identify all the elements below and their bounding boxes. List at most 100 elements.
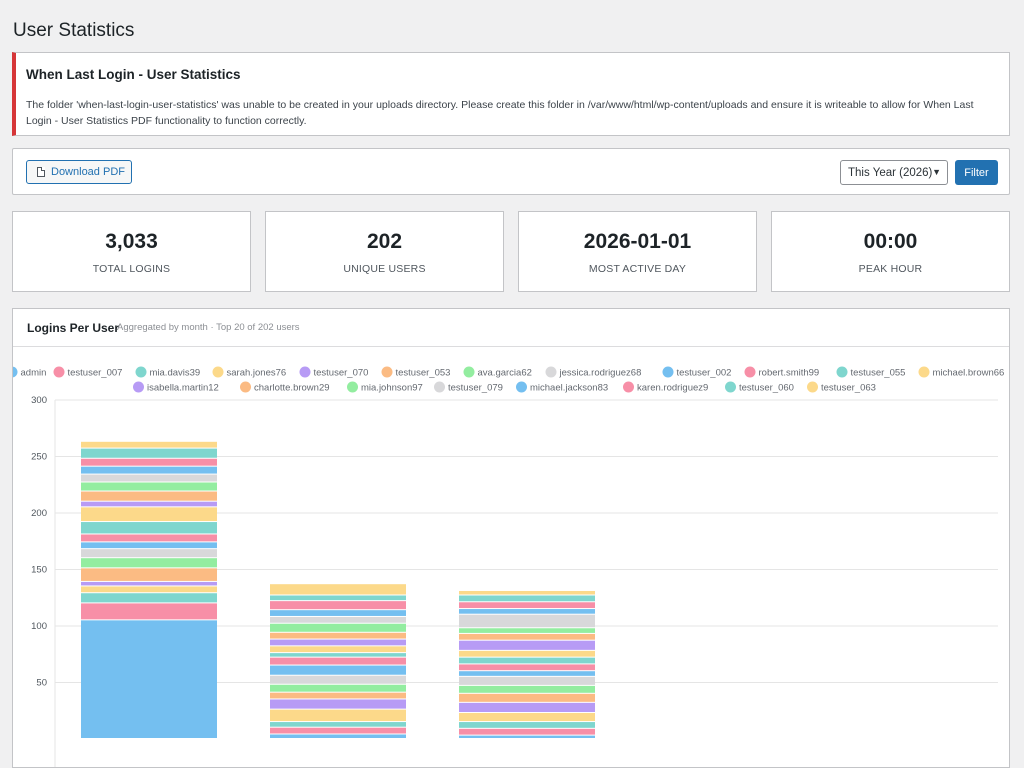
bar-segment	[81, 542, 217, 549]
filter-button[interactable]: Filter	[955, 160, 998, 185]
y-tick-label: 50	[36, 678, 47, 689]
bar-segment	[81, 441, 217, 448]
bar-segment	[459, 609, 595, 614]
legend-swatch	[135, 366, 147, 378]
legend-label: testuser_060	[739, 383, 794, 394]
bar-segment	[81, 558, 217, 568]
legend-label: admin	[21, 368, 47, 379]
legend-label: michael.jackson83	[530, 383, 608, 394]
y-tick-label: 100	[31, 621, 47, 632]
bar-segment	[270, 699, 406, 709]
stat-card-total-logins: 3,033 TOTAL LOGINS	[12, 211, 251, 292]
y-tick-label: 300	[31, 395, 47, 406]
download-pdf-button[interactable]: Download PDF	[26, 160, 132, 184]
legend-swatch	[53, 366, 65, 378]
bar-segment	[459, 722, 595, 728]
bar-segment	[459, 671, 595, 676]
bar-segment	[81, 458, 217, 466]
legend-swatch	[381, 366, 393, 378]
bar-segment	[81, 620, 217, 738]
stat-value: 3,033	[105, 230, 158, 253]
bar-segment	[270, 734, 406, 738]
error-notice: When Last Login - User Statistics The fo…	[12, 52, 1010, 136]
legend-swatch	[836, 366, 848, 378]
bar-segment	[459, 650, 595, 657]
bar-segment	[81, 568, 217, 581]
legend-label: sarah.jones76	[227, 368, 287, 379]
toolbar: Download PDF This Year (2026) ▼ Filter	[12, 148, 1010, 195]
legend-label: ava.garcia62	[478, 368, 532, 379]
bar-segment	[270, 610, 406, 616]
legend-swatch	[240, 381, 251, 393]
chart-subtitle: Aggregated by month · Top 20 of 202 user…	[117, 322, 300, 333]
legend-swatch	[347, 381, 358, 393]
bar-segment	[270, 632, 406, 639]
stat-label: MOST ACTIVE DAY	[588, 263, 687, 275]
download-pdf-label: Download PDF	[51, 166, 125, 178]
legend-label: mia.johnson97	[361, 383, 423, 394]
stat-value: 202	[366, 230, 403, 253]
bar-segment	[81, 593, 217, 603]
bar-segment	[459, 702, 595, 713]
legend-label: isabella.martin12	[147, 383, 219, 394]
stat-value: 00:00	[863, 230, 918, 253]
legend-label: mia.davis39	[150, 368, 201, 379]
bar-segment	[459, 664, 595, 671]
legend-label: testuser_070	[314, 368, 369, 379]
bar-segment	[270, 623, 406, 632]
bar-segment	[270, 595, 406, 601]
bar-segment	[270, 665, 406, 675]
bar-segment	[81, 482, 217, 491]
bar-segment	[459, 685, 595, 693]
legend-label: jessica.rodriguez68	[559, 368, 642, 379]
bar-segment	[81, 603, 217, 620]
bar-segment	[459, 590, 595, 595]
bar-segment	[459, 628, 595, 633]
legend-swatch	[545, 366, 557, 378]
bar-segment	[270, 646, 406, 653]
y-tick-label: 200	[31, 508, 47, 519]
stat-card-most-active-day: 2026-01-01 MOST ACTIVE DAY	[518, 211, 757, 292]
bar-segment	[81, 501, 217, 507]
bar-segment	[459, 735, 595, 738]
legend-swatch	[807, 381, 818, 393]
legend-swatch	[299, 366, 311, 378]
legend-label: karen.rodriguez9	[637, 383, 708, 394]
bar-segment	[270, 692, 406, 699]
logins-per-user-card: Logins Per User Aggregated by month · To…	[12, 308, 1010, 768]
logins-per-user-chart: 50 100 150 200 250 300 admin testuser_007 mia.da…	[13, 366, 1005, 767]
legend-swatch	[623, 381, 634, 393]
bar-segment	[459, 614, 595, 628]
legend-swatch	[725, 381, 736, 393]
bar-segment	[270, 639, 406, 646]
document-icon	[37, 167, 45, 177]
bar-segment	[81, 474, 217, 482]
legend-label: testuser_053	[396, 368, 451, 379]
legend-label: testuser_007	[68, 368, 123, 379]
chart-title: Logins Per User	[27, 321, 120, 335]
bar-segment	[81, 534, 217, 542]
legend-label: robert.smith99	[759, 368, 820, 379]
y-tick-label: 150	[31, 565, 47, 576]
bar-segment	[270, 601, 406, 610]
legend-label: michael.brown66	[933, 368, 1005, 379]
bar-segment	[270, 584, 406, 595]
bar-segment	[270, 675, 406, 684]
legend-swatch	[744, 366, 756, 378]
stat-card-unique-users: 202 UNIQUE USERS	[265, 211, 504, 292]
stat-value: 2026-01-01	[583, 230, 692, 253]
y-tick-label: 250	[31, 452, 47, 463]
bar-segment	[459, 595, 595, 602]
chart-header: Logins Per User Aggregated by month · To…	[13, 309, 1009, 347]
bar-segment	[81, 507, 217, 522]
bar-segment	[459, 640, 595, 650]
bar-segment	[270, 722, 406, 727]
bar-segment	[81, 549, 217, 558]
chevron-down-icon: ▼	[932, 167, 941, 177]
legend-swatch	[662, 366, 674, 378]
bar-segment	[270, 653, 406, 657]
bar-segment	[81, 448, 217, 458]
legend-label: testuser_055	[851, 368, 906, 379]
notice-title: When Last Login - User Statistics	[26, 67, 241, 82]
period-select[interactable]: This Year (2026) ▼	[840, 160, 948, 185]
